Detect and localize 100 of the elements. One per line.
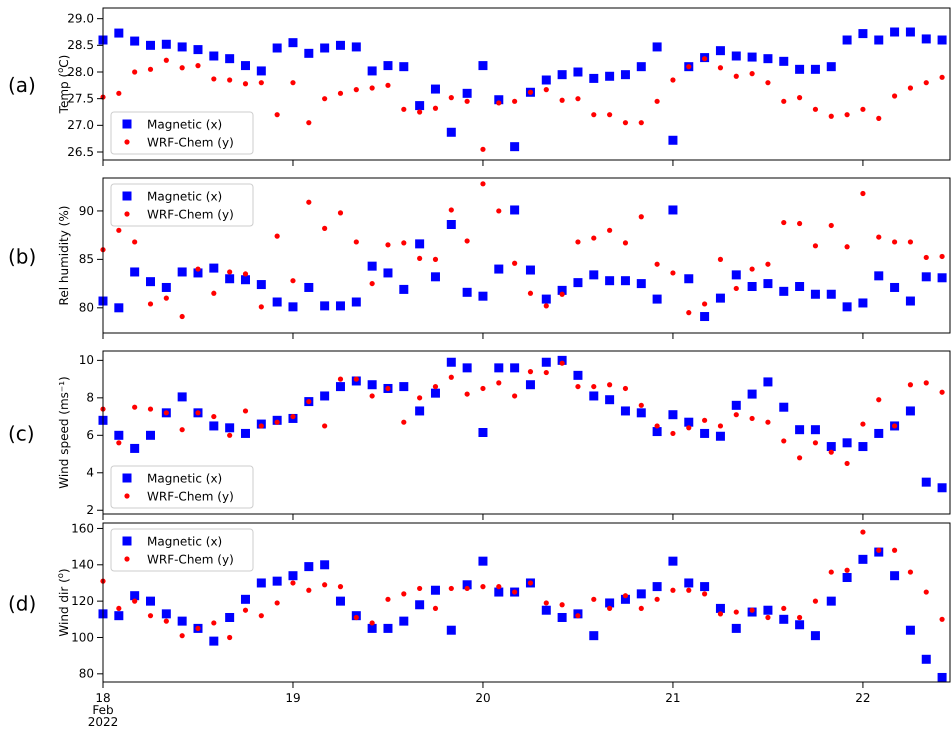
- point: [924, 589, 929, 595]
- point: [417, 109, 422, 115]
- point: [812, 243, 818, 248]
- point: [810, 631, 820, 640]
- point: [178, 267, 187, 276]
- text: (c): [8, 422, 35, 446]
- point: [542, 294, 551, 304]
- point: [636, 279, 646, 288]
- point: [256, 66, 266, 76]
- y-tick-label: 8: [86, 390, 94, 405]
- y-tick-label: 85: [78, 252, 94, 266]
- point: [702, 591, 708, 596]
- point: [370, 620, 375, 626]
- point: [370, 85, 375, 91]
- point: [132, 69, 138, 75]
- point: [227, 634, 232, 640]
- point: [939, 616, 945, 622]
- point: [795, 282, 804, 291]
- point: [892, 93, 898, 99]
- point: [415, 600, 424, 610]
- point: [874, 36, 884, 44]
- point: [480, 386, 486, 392]
- point: [430, 272, 440, 282]
- point: [652, 42, 662, 52]
- text: (d): [8, 592, 36, 616]
- point: [748, 52, 757, 62]
- y-tick-label: 120: [71, 594, 94, 608]
- x-tick-label: 21: [665, 691, 681, 705]
- point: [240, 428, 250, 438]
- point: [148, 66, 154, 72]
- point: [415, 406, 424, 416]
- point: [842, 302, 852, 312]
- point: [432, 256, 438, 262]
- point: [164, 618, 169, 624]
- point: [765, 80, 771, 86]
- legend-label: Magnetic (x): [147, 472, 222, 486]
- point: [225, 423, 234, 432]
- point: [368, 380, 377, 390]
- point: [638, 402, 644, 408]
- point: [256, 578, 266, 588]
- point: [781, 606, 786, 612]
- point: [526, 380, 535, 390]
- point: [478, 428, 488, 437]
- text: (b): [8, 244, 36, 268]
- point: [354, 87, 359, 92]
- point: [448, 374, 454, 380]
- point: [575, 239, 581, 245]
- point: [670, 588, 676, 593]
- point: [858, 298, 868, 308]
- point: [589, 631, 598, 640]
- y-tick-label: 80: [78, 300, 94, 315]
- point: [320, 560, 330, 570]
- point: [908, 85, 914, 91]
- point: [844, 112, 850, 118]
- point: [573, 68, 582, 76]
- point: [812, 598, 818, 604]
- point: [607, 112, 612, 118]
- point: [370, 393, 375, 399]
- point: [401, 591, 406, 596]
- y-tick-label: 4: [86, 466, 94, 480]
- point: [700, 312, 710, 322]
- point: [462, 363, 472, 372]
- point: [162, 282, 171, 292]
- y-tick-label: 140: [71, 558, 94, 572]
- point: [620, 70, 630, 80]
- point: [227, 77, 232, 83]
- point: [399, 62, 408, 72]
- point: [938, 483, 947, 492]
- point: [544, 370, 549, 376]
- point: [842, 573, 852, 582]
- y-tick-label: 160: [71, 521, 94, 536]
- point: [605, 72, 614, 81]
- point: [718, 611, 724, 616]
- point: [906, 406, 915, 416]
- point: [180, 427, 185, 432]
- point: [240, 275, 250, 284]
- point: [589, 391, 598, 400]
- point: [734, 412, 739, 418]
- point: [620, 406, 630, 416]
- point: [164, 58, 169, 63]
- point: [828, 114, 834, 119]
- point: [209, 636, 218, 646]
- point: [890, 282, 900, 292]
- point: [558, 70, 567, 80]
- point: [906, 296, 915, 306]
- point: [607, 382, 612, 388]
- point: [636, 408, 646, 418]
- point: [890, 571, 900, 580]
- point: [750, 416, 755, 422]
- point: [114, 611, 124, 620]
- point: [638, 120, 644, 126]
- point: [622, 593, 628, 598]
- point: [842, 36, 852, 44]
- point: [844, 568, 850, 573]
- point: [242, 271, 248, 277]
- point: [779, 56, 788, 66]
- text: (a): [8, 73, 36, 97]
- point: [732, 52, 741, 60]
- point: [607, 228, 612, 233]
- point: [544, 600, 549, 606]
